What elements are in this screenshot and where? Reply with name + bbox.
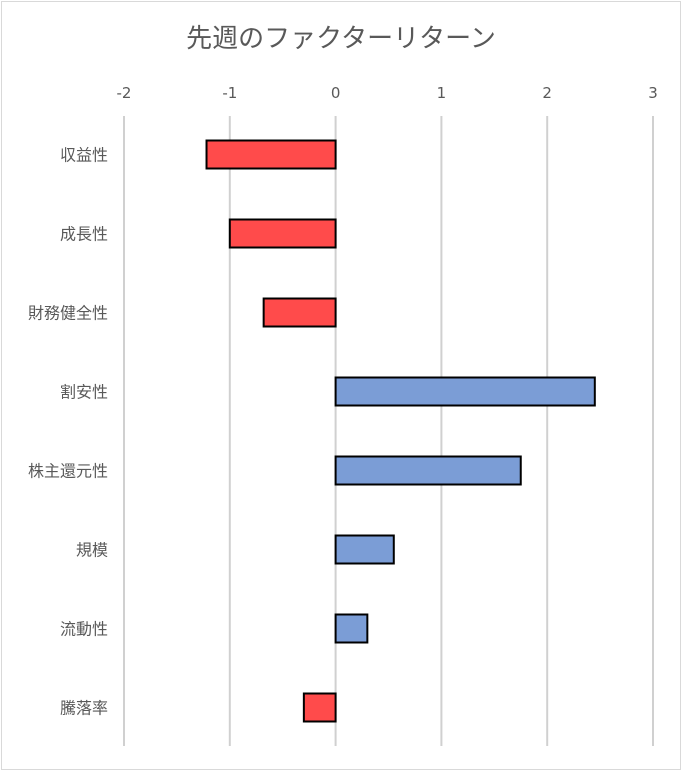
category-label: 財務健全性 — [28, 304, 108, 323]
x-tick-label: -1 — [222, 84, 237, 102]
bar — [262, 297, 337, 328]
bar — [334, 455, 522, 486]
category-label: 株主還元性 — [28, 462, 108, 481]
x-tick-label: 3 — [648, 84, 658, 102]
category-label: 割安性 — [60, 383, 108, 402]
bar — [302, 692, 337, 723]
bar — [334, 613, 369, 644]
category-label: 騰落率 — [60, 699, 108, 718]
category-label: 収益性 — [60, 146, 108, 165]
category-label: 成長性 — [60, 225, 108, 244]
x-tick-label: 2 — [542, 84, 552, 102]
bar — [334, 376, 596, 407]
chart-title: 先週のファクターリターン — [186, 24, 496, 54]
category-label: 流動性 — [60, 620, 108, 639]
bar — [228, 218, 337, 249]
bar — [334, 534, 395, 565]
x-tick-label: 1 — [437, 84, 447, 102]
bar — [205, 139, 337, 170]
x-tick-label: 0 — [331, 84, 341, 102]
category-label: 規模 — [76, 541, 108, 560]
x-tick-label: -2 — [117, 84, 132, 102]
